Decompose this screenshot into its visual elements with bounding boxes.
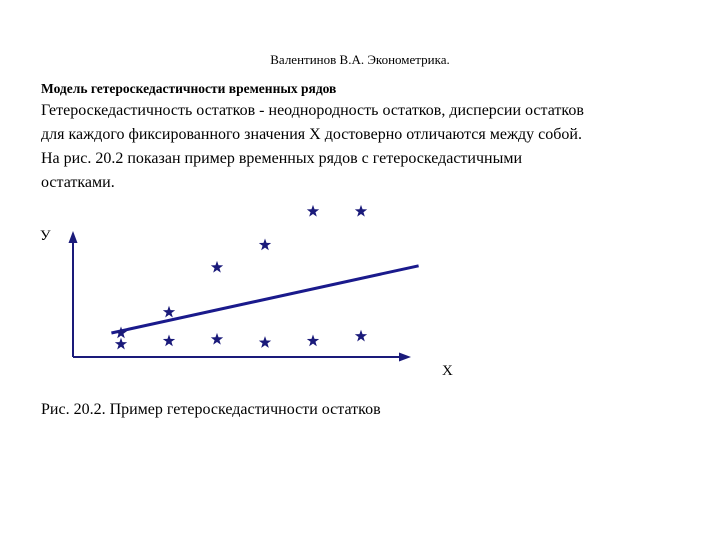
data-point-star-11 (354, 329, 368, 342)
figure-caption: Рис. 20.2. Пример гетероскедастичности о… (41, 401, 381, 418)
data-point-star-9 (306, 334, 320, 347)
trend-line (111, 264, 419, 335)
data-point-star-10 (306, 204, 320, 217)
data-point-star-7 (258, 336, 272, 348)
data-point-star-12 (354, 204, 368, 217)
data-point-star-1 (114, 337, 128, 350)
body-paragraph: Гетероскедастичность остатков - неодноро… (41, 99, 681, 195)
data-point-star-4 (162, 305, 176, 318)
data-point-star-5 (210, 332, 224, 345)
body-line-4: остатками. (41, 174, 115, 191)
y-axis-label: У (40, 228, 51, 244)
x-axis-label: X (442, 363, 453, 379)
data-point-star-3 (162, 334, 176, 347)
body-line-3: На рис. 20.2 показан пример временных ря… (41, 150, 523, 167)
data-point-star-2 (114, 326, 128, 339)
body-line-2: для каждого фиксированного значения X до… (41, 126, 582, 143)
data-point-star-6 (210, 260, 224, 273)
x-axis-arrowhead (399, 352, 411, 362)
y-axis-arrowhead (68, 231, 78, 243)
body-line-1: Гетероскедастичность остатков - неодноро… (41, 102, 584, 119)
header-title: Валентинов В.А. Эконометрика. (270, 52, 450, 67)
data-point-star-8 (258, 238, 272, 251)
section-title: Модель гетероскедастичности временных ря… (41, 81, 337, 96)
